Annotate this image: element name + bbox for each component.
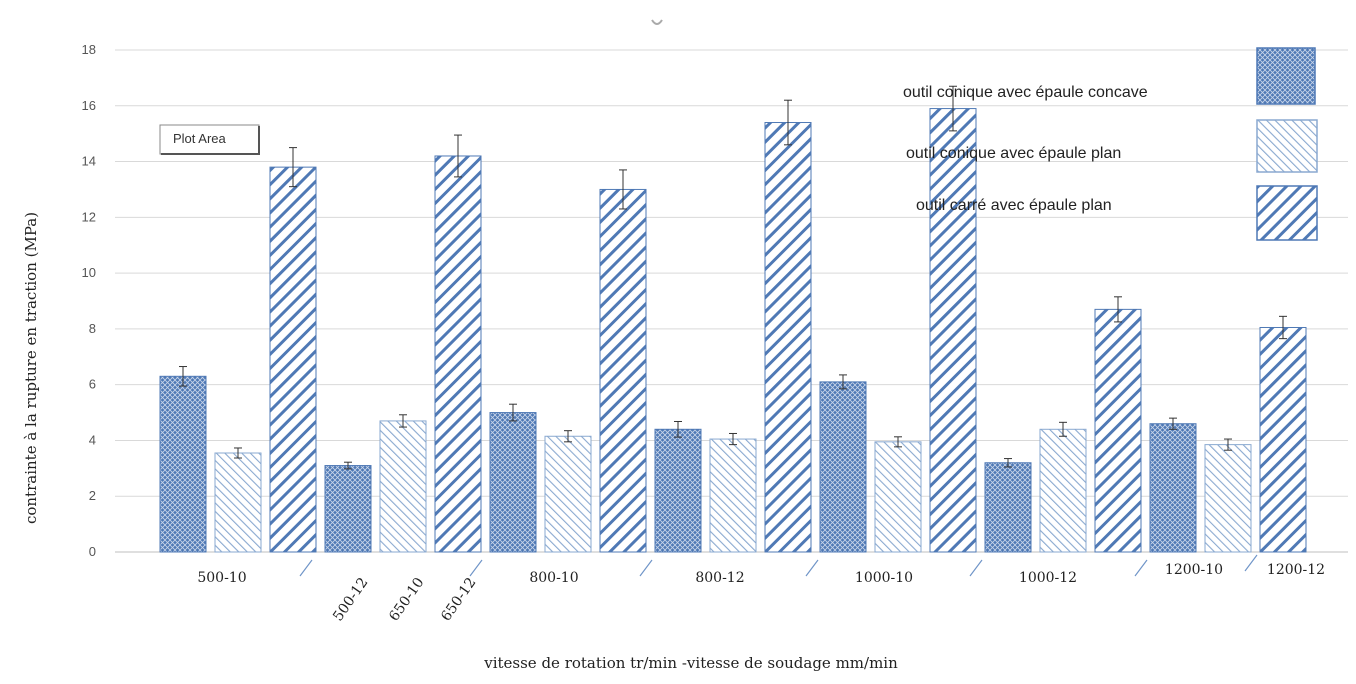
error-bar — [839, 374, 847, 390]
tick-separator — [805, 559, 819, 577]
error-bar — [564, 430, 572, 443]
bar — [434, 155, 482, 553]
bar — [874, 441, 922, 553]
bar — [819, 381, 867, 553]
error-bar — [1059, 421, 1067, 437]
y-tick-labels: 0 2 4 6 8 10 12 14 16 18 — [82, 42, 96, 559]
x-tick-label: 1000-10 — [855, 570, 913, 586]
bar — [214, 452, 262, 553]
tick-separator — [1244, 554, 1258, 572]
bar — [654, 428, 702, 553]
tick-separator — [969, 559, 983, 577]
plot-area-tag: Plot Area — [159, 124, 260, 155]
error-bar — [1004, 458, 1012, 468]
y-axis-title: contrainte à la rupture en traction (MPa… — [22, 212, 40, 524]
error-bar — [784, 99, 792, 146]
error-bars — [179, 85, 1287, 470]
bar — [1149, 423, 1197, 553]
error-bar — [234, 447, 242, 459]
legend: outil conique avec épaule concave outil … — [903, 47, 1318, 241]
x-tick-label: 1200-10 — [1165, 562, 1223, 578]
legend-swatch-concave — [1256, 47, 1316, 105]
tick-separator — [299, 559, 313, 577]
tick-separator — [639, 559, 653, 577]
bar — [1094, 308, 1142, 553]
error-bar — [289, 147, 297, 188]
x-tick-label: 800-12 — [695, 570, 744, 586]
bar — [599, 188, 647, 553]
error-bar — [344, 461, 352, 470]
y-tick-label: 8 — [89, 321, 96, 336]
legend-label-carre-plan: outil carré avec épaule plan — [916, 197, 1112, 214]
x-axis-title: vitesse de rotation tr/min -vitesse de s… — [483, 654, 898, 672]
bar — [709, 438, 757, 553]
bar — [489, 412, 537, 553]
legend-label-concave: outil conique avec épaule concave — [903, 84, 1148, 101]
error-bar — [949, 85, 957, 132]
bar — [1204, 444, 1252, 553]
gridlines — [115, 49, 1348, 553]
bar — [379, 420, 427, 553]
bar — [324, 465, 372, 553]
x-tick-label: 1000-12 — [1019, 570, 1077, 586]
y-tick-label: 2 — [89, 488, 96, 503]
error-bar — [619, 169, 627, 210]
error-bar — [454, 134, 462, 178]
x-tick-label: 800-10 — [529, 570, 578, 586]
error-bar — [674, 420, 682, 438]
error-bar — [1169, 417, 1177, 430]
y-tick-label: 16 — [82, 98, 96, 113]
plot-area-label: Plot Area — [173, 131, 227, 146]
bar — [159, 375, 207, 553]
y-tick-label: 4 — [89, 432, 96, 447]
legend-swatch-conique-plan — [1256, 119, 1318, 173]
error-bar — [729, 432, 737, 446]
y-tick-label: 18 — [82, 42, 96, 57]
bar — [1039, 428, 1087, 553]
top-mark-icon — [651, 19, 663, 25]
x-tick-label: 500-12 — [330, 575, 371, 625]
error-bar — [509, 403, 517, 422]
bar — [544, 435, 592, 553]
error-bar — [179, 366, 187, 387]
tick-separator — [469, 559, 483, 577]
x-tick-labels: 500-10 500-12 650-10 650-12 800-10 800-12 1000… — [197, 554, 1325, 625]
error-bar — [1224, 438, 1232, 451]
y-tick-label: 10 — [82, 265, 96, 280]
bar — [269, 166, 317, 553]
legend-swatch-carre-plan — [1256, 185, 1318, 241]
bar — [1259, 326, 1307, 553]
bars — [159, 108, 1307, 553]
bar — [764, 122, 812, 553]
x-tick-label: 650-10 — [386, 575, 427, 625]
bar — [929, 108, 977, 553]
y-tick-label: 14 — [82, 154, 96, 169]
x-tick-label: 1200-12 — [1267, 562, 1325, 578]
error-bar — [1279, 315, 1287, 340]
y-tick-label: 0 — [89, 544, 96, 559]
x-tick-label: 650-12 — [438, 575, 479, 625]
tick-separator — [1134, 559, 1148, 577]
error-bar — [1114, 296, 1122, 323]
y-tick-label: 12 — [82, 209, 96, 224]
x-tick-label: 500-10 — [197, 570, 246, 586]
legend-label-conique-plan: outil conique avec épaule plan — [906, 145, 1121, 162]
error-bar — [894, 436, 902, 448]
y-tick-label: 6 — [89, 377, 96, 392]
bar — [984, 462, 1032, 553]
error-bar — [399, 414, 407, 428]
